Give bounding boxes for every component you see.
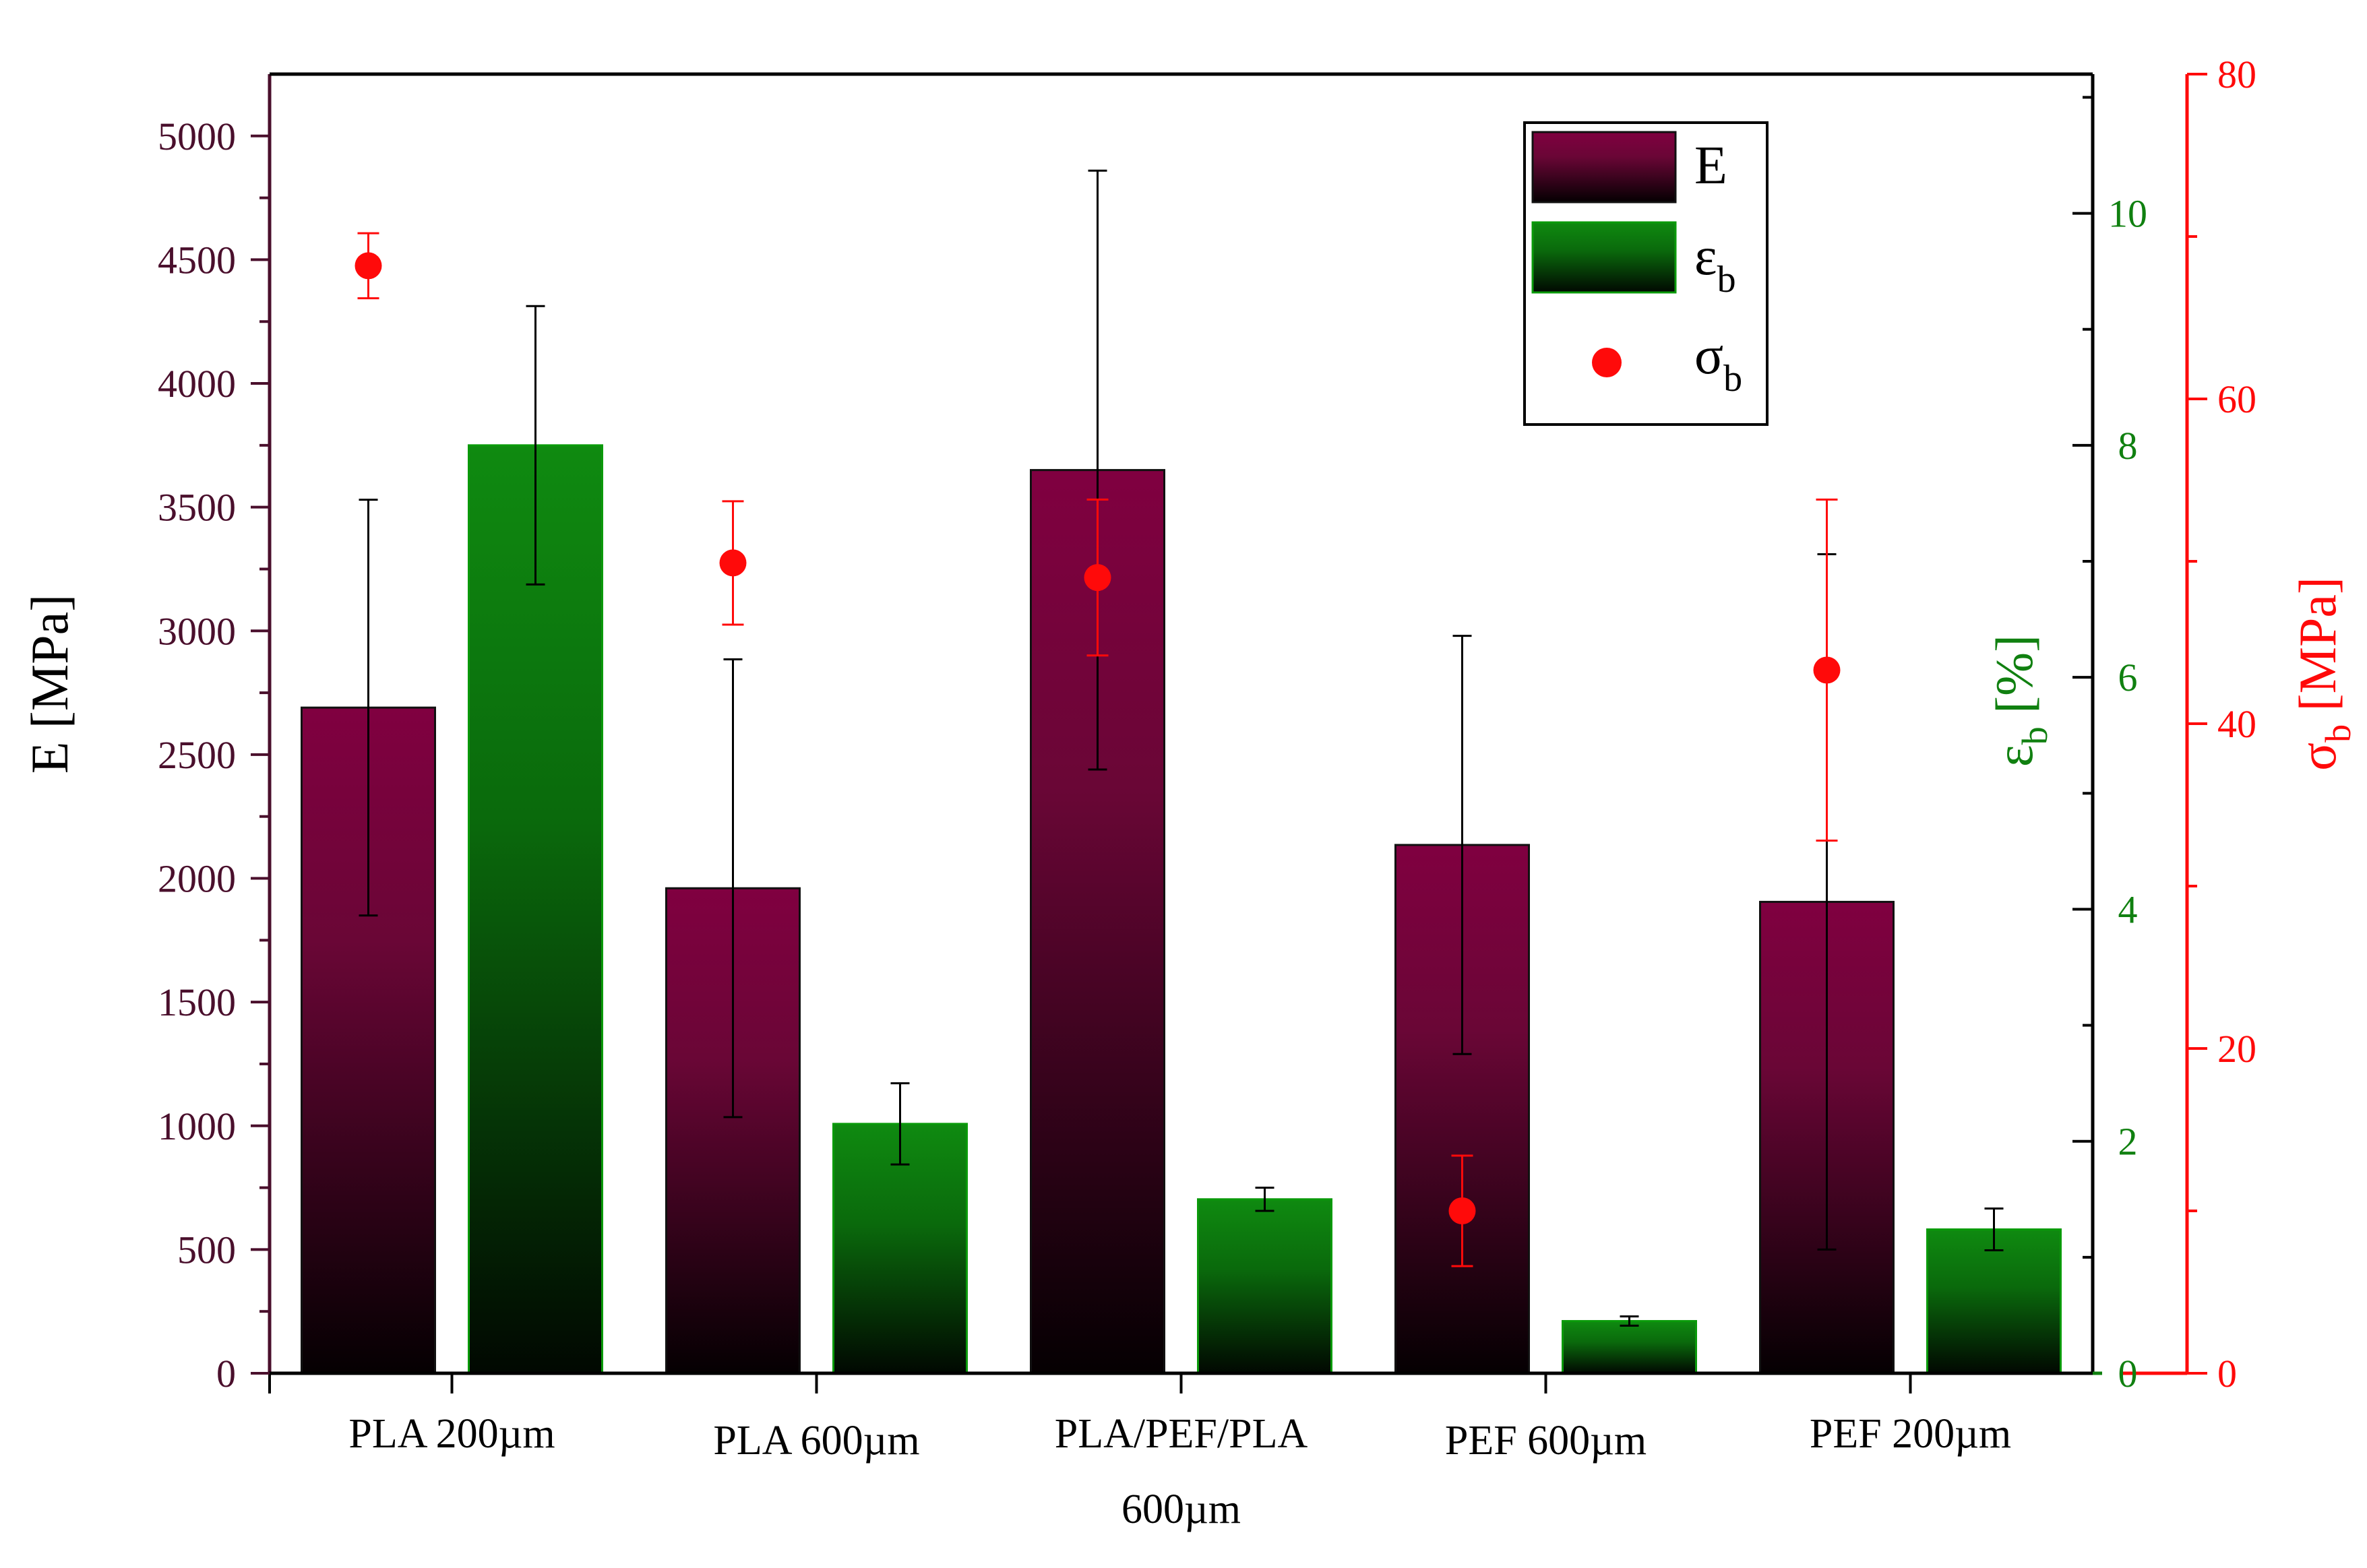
right1-tick-label: 2 (2118, 1120, 2138, 1164)
right2-axis-title: σb [MPa] (2288, 577, 2358, 771)
x-tick-label: PLA 200µm (348, 1411, 555, 1457)
errorbar-e-2 (1088, 169, 1107, 771)
bar-eb-4 (1926, 1228, 2062, 1375)
right2-tick-label: 60 (2217, 377, 2256, 421)
right2-tick-label: 40 (2217, 702, 2256, 746)
errorbar-e-3 (1452, 635, 1472, 1055)
points-sb-series (355, 232, 1841, 1267)
errorbar-eb-4 (1984, 1208, 2004, 1252)
left-axis-title: E [MPa] (20, 594, 79, 774)
errorbar-eb-1 (890, 1082, 910, 1166)
right2-tick-label: 20 (2217, 1027, 2256, 1071)
left-tick-label: 3500 (158, 486, 236, 530)
x-tick-label: PEF 200µm (1810, 1411, 2011, 1457)
x-tick-label: PLA/PEF/PLA (1055, 1411, 1308, 1457)
point-sb-0 (355, 252, 382, 280)
bars-eb-series (468, 444, 2062, 1375)
legend-label: σb (1694, 326, 1742, 400)
axes: PLA 200µm PLA 600µm PLA/PEF/PLA 600µm PEF 60… (20, 53, 2358, 1532)
right1-axis-title: εb [%] (1985, 635, 2055, 767)
bar-eb-2 (1197, 1198, 1332, 1375)
point-sb-1 (719, 549, 747, 577)
legend-swatch-e (1531, 131, 1677, 203)
legend-swatch-eb (1531, 221, 1677, 294)
x-tick-label: PEF 600µm (1445, 1418, 1647, 1464)
point-sb-2 (1084, 564, 1111, 592)
point-sb-4 (1813, 656, 1841, 684)
bar-eb-0 (468, 444, 603, 1375)
legend-swatch-sb (1592, 348, 1622, 377)
x-tick-label: 600µm (1121, 1486, 1241, 1532)
right1-tick-label: 6 (2118, 656, 2138, 699)
legend-label: E (1694, 136, 1727, 195)
left-tick-label: 4500 (158, 238, 236, 282)
legend-label: εb (1694, 227, 1736, 301)
errorbar-e-0 (359, 499, 378, 917)
errorbar-e-1 (723, 658, 743, 1119)
x-tick-label: PLA 600µm (713, 1418, 919, 1464)
right1-tick-label: 0 (2118, 1352, 2138, 1395)
left-tick-label: 5000 (158, 115, 236, 158)
left-tick-label: 1500 (158, 980, 236, 1024)
left-tick-label: 1000 (158, 1104, 236, 1148)
left-tick-label: 2500 (158, 733, 236, 777)
point-sb-3 (1448, 1197, 1476, 1224)
errorbar-eb-2 (1255, 1187, 1274, 1212)
left-tick-label: 4000 (158, 362, 236, 406)
legend: Eεb σb (1523, 121, 1769, 426)
right2-tick-label: 0 (2217, 1352, 2237, 1395)
bar-eb-3 (1562, 1320, 1697, 1375)
right1-tick-label: 8 (2118, 424, 2138, 468)
right2-tick-label: 80 (2217, 53, 2256, 96)
errorbar-eb-0 (526, 305, 545, 586)
left-tick-label: 3000 (158, 609, 236, 653)
left-tick-label: 500 (177, 1228, 236, 1272)
right1-tick-label: 4 (2118, 887, 2138, 931)
errorbars-eb (526, 305, 2004, 1327)
right1-tick-label: 10 (2108, 192, 2147, 236)
left-tick-label: 0 (216, 1352, 236, 1395)
errorbar-eb-3 (1620, 1315, 1639, 1327)
left-tick-label: 2000 (158, 857, 236, 901)
